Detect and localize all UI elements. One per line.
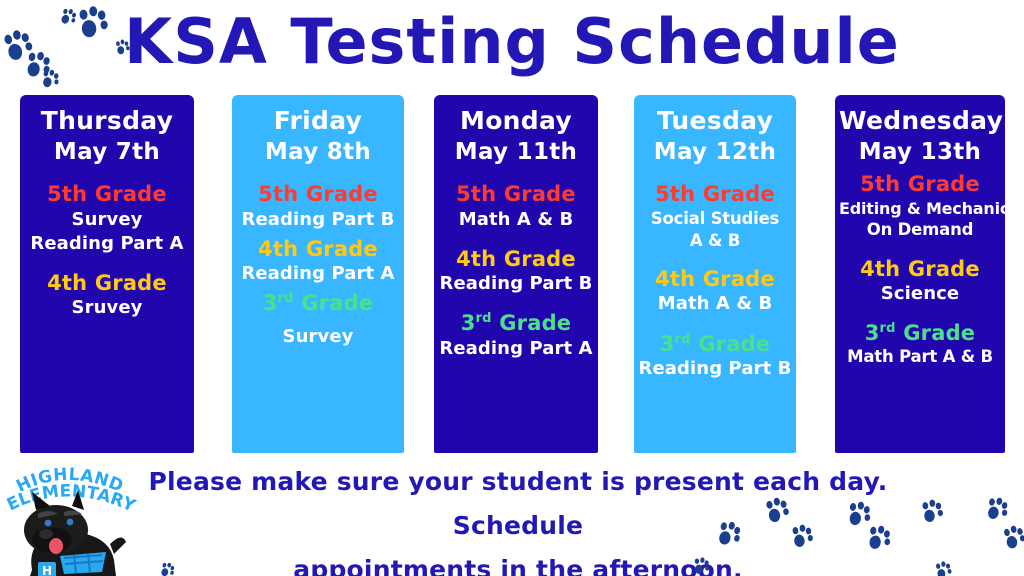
column-date: May 11th xyxy=(454,138,578,165)
column-date: May 8th xyxy=(264,138,372,165)
paw-print-icon xyxy=(933,559,955,576)
paw-print-icon xyxy=(845,499,876,530)
ordinal-suffix: rd xyxy=(879,321,896,337)
grade-heading-3rd: 3rd Grade xyxy=(262,291,374,316)
school-logo: HIGHLAND ELEMENTARY xyxy=(2,452,142,576)
grade-block: 4th Grade Reading Part A xyxy=(236,236,400,287)
grade-heading-4th: 4th Grade xyxy=(860,256,980,281)
subject-item: Reading Part A xyxy=(241,263,395,285)
grade-block: 5th Grade Math A & B xyxy=(438,181,594,232)
grade-block: 4th Grade Math A & B xyxy=(638,266,792,317)
subject-item: Math A & B xyxy=(458,208,574,230)
grade-block: 3rd Grade Reading Part A xyxy=(438,310,594,361)
grade-block: 5th Grade Editing & Mechanics On Demand xyxy=(839,171,1005,241)
column-day-name: Friday xyxy=(273,106,363,135)
paw-print-icon xyxy=(39,67,63,91)
attendance-note-line-2: appointments in the afternoon. xyxy=(293,554,743,576)
grade-block: 5th Grade Social Studies A & B xyxy=(638,181,792,252)
grade-heading-4th: 4th Grade xyxy=(655,267,775,292)
schedule-columns: Thursday May 7th 5th Grade Survey Readin… xyxy=(0,95,1024,455)
subject-item: Math Part A & B xyxy=(847,347,993,367)
attendance-note: Please make sure your student is present… xyxy=(118,460,918,576)
grade-heading-5th: 5th Grade xyxy=(47,182,167,207)
subject-item: A & B xyxy=(689,230,741,250)
subject-item: Editing & Mechanics xyxy=(839,198,1005,218)
subject-item: Sruvey xyxy=(71,297,143,319)
paw-print-icon xyxy=(0,25,39,65)
day-column-thursday[interactable]: Thursday May 7th 5th Grade Survey Readin… xyxy=(20,95,194,453)
grade-heading-5th: 5th Grade xyxy=(655,182,775,207)
column-date: May 12th xyxy=(653,138,777,165)
paw-print-icon xyxy=(22,48,57,83)
paw-print-icon xyxy=(864,522,896,554)
paw-print-icon xyxy=(158,560,178,576)
logo-badge-letter: H xyxy=(42,564,52,576)
grade-heading-5th: 5th Grade xyxy=(860,172,980,197)
grade-heading-3rd: 3rd Grade xyxy=(864,321,976,346)
grade-heading-5th: 5th Grade xyxy=(456,182,576,207)
attendance-note-line-1: Please make sure your student is present… xyxy=(148,467,888,540)
grade-heading-4th: 4th Grade xyxy=(456,246,576,271)
grade-block: 4th Grade Science xyxy=(839,256,1001,307)
grade-block: 4th Grade Sruvey xyxy=(24,270,190,321)
subject-item: Reading Part B xyxy=(638,357,792,379)
paw-print-icon xyxy=(1000,522,1024,552)
subject-item: Math A & B xyxy=(657,293,773,315)
column-day-name: Tuesday xyxy=(656,106,774,135)
paw-print-icon xyxy=(762,494,794,526)
subject-item: Reading Part A xyxy=(439,337,593,359)
paw-print-icon xyxy=(713,517,746,550)
day-column-friday[interactable]: Friday May 8th 5th Grade Reading Part B … xyxy=(232,95,404,453)
ordinal-suffix: rd xyxy=(475,311,492,327)
ordinal-suffix: rd xyxy=(674,331,691,347)
grade-heading-4th: 4th Grade xyxy=(47,271,167,296)
column-day-name: Thursday xyxy=(40,106,174,135)
grade-block: 3rd Grade Math Part A & B xyxy=(839,320,1001,369)
day-column-monday[interactable]: Monday May 11th 5th Grade Math A & B 4th… xyxy=(434,95,598,453)
paw-print-icon xyxy=(75,3,113,41)
grade-block: 4th Grade Reading Part B xyxy=(438,246,594,297)
column-date: May 13th xyxy=(858,138,982,165)
grade-heading-5th: 5th Grade xyxy=(258,182,378,207)
paw-print-icon xyxy=(789,522,817,550)
column-day-name: Wednesday xyxy=(839,106,1004,135)
subject-item: Survey xyxy=(282,325,354,347)
subject-item: Reading Part B xyxy=(439,273,593,295)
grade-block: 3rd Grade Survey xyxy=(236,290,400,349)
grade-heading-3rd: 3rd Grade xyxy=(460,311,572,336)
day-column-wednesday[interactable]: Wednesday May 13th 5th Grade Editing & M… xyxy=(835,95,1005,453)
subject-item: Survey xyxy=(71,208,143,230)
subject-item: Reading Part A xyxy=(30,232,184,254)
grade-block: 5th Grade Reading Part B xyxy=(236,181,400,232)
paw-print-icon xyxy=(57,5,81,29)
grade-block: 3rd Grade Reading Part B xyxy=(638,331,792,382)
page-title: KSA Testing Schedule xyxy=(124,5,900,78)
day-column-tuesday[interactable]: Tuesday May 12th 5th Grade Social Studie… xyxy=(634,95,796,453)
paw-print-icon xyxy=(919,497,947,525)
grade-heading-3rd: 3rd Grade xyxy=(659,331,771,356)
scottie-dog-mascot: H xyxy=(24,490,126,576)
paw-print-icon xyxy=(692,556,713,576)
subject-item: On Demand xyxy=(866,220,974,240)
grade-block: 5th Grade Survey Reading Part A xyxy=(24,181,190,256)
column-date: May 7th xyxy=(53,138,161,165)
subject-item: Social Studies xyxy=(650,208,780,228)
subject-item: Science xyxy=(880,282,960,304)
grade-heading-4th: 4th Grade xyxy=(258,236,378,261)
subject-item: Reading Part B xyxy=(241,208,395,230)
paw-print-icon xyxy=(114,38,133,57)
paw-print-icon xyxy=(983,494,1013,524)
highland-elementary-logo-svg: HIGHLAND ELEMENTARY xyxy=(3,463,140,576)
column-day-name: Monday xyxy=(460,106,572,135)
ordinal-suffix: rd xyxy=(277,291,294,307)
